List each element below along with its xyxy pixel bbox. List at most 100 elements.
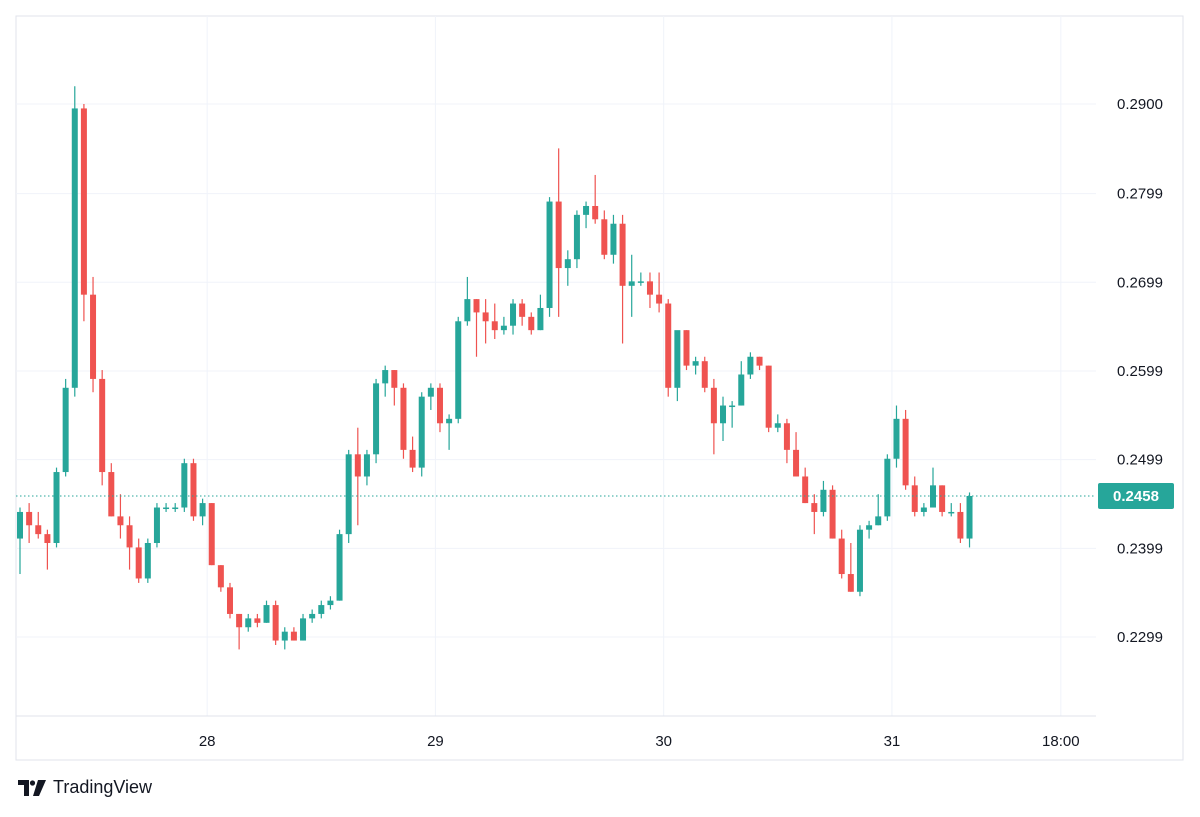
candle-down[interactable]: [80, 104, 87, 322]
price-axis[interactable]: 0.2900 0.2799 0.2699 0.2599 0.2499 0.2399 0.22…: [1117, 96, 1163, 646]
candle-up[interactable]: [17, 507, 23, 575]
candle-down[interactable]: [354, 427, 361, 526]
candle-down[interactable]: [208, 503, 215, 566]
candle-down[interactable]: [290, 627, 297, 641]
candle-down[interactable]: [665, 299, 672, 397]
candle-up[interactable]: [610, 214, 617, 264]
candle-up[interactable]: [930, 467, 936, 508]
candle-up[interactable]: [537, 294, 544, 331]
candle-up[interactable]: [564, 250, 571, 286]
candle-up[interactable]: [181, 458, 188, 512]
candles[interactable]: [17, 86, 973, 650]
candle-up[interactable]: [774, 414, 781, 433]
candle-down[interactable]: [26, 503, 33, 543]
candle-down[interactable]: [44, 529, 51, 570]
candle-up[interactable]: [875, 494, 882, 526]
candle-up[interactable]: [920, 503, 927, 517]
candle-down[interactable]: [226, 582, 233, 619]
candle-down[interactable]: [190, 458, 197, 521]
candle-up[interactable]: [628, 254, 635, 317]
candle-down[interactable]: [491, 303, 498, 340]
candle-up[interactable]: [427, 383, 434, 410]
candle-up[interactable]: [382, 365, 389, 397]
candle-down[interactable]: [391, 370, 398, 406]
candle-up[interactable]: [153, 503, 160, 548]
candle-up[interactable]: [948, 503, 955, 517]
candle-up[interactable]: [884, 454, 891, 521]
candle-up[interactable]: [729, 401, 736, 428]
candle-down[interactable]: [829, 485, 836, 539]
candle-down[interactable]: [811, 494, 818, 535]
candle-down[interactable]: [217, 565, 224, 592]
candle-down[interactable]: [701, 356, 708, 393]
candle-up[interactable]: [363, 449, 370, 486]
candle-down[interactable]: [656, 272, 663, 313]
candle-down[interactable]: [601, 210, 608, 260]
candle-down[interactable]: [473, 299, 480, 357]
candle-up[interactable]: [692, 356, 699, 375]
candle-down[interactable]: [646, 272, 653, 308]
candle-up[interactable]: [893, 405, 900, 468]
candle-up[interactable]: [373, 378, 380, 464]
tradingview-brand[interactable]: TradingView: [18, 777, 152, 798]
candle-down[interactable]: [436, 383, 443, 433]
candle-up[interactable]: [464, 276, 471, 326]
candle-up[interactable]: [747, 352, 754, 379]
candle-up[interactable]: [199, 498, 206, 526]
candle-down[interactable]: [802, 467, 809, 504]
candle-up[interactable]: [637, 272, 644, 286]
candle-up[interactable]: [738, 361, 745, 406]
candle-down[interactable]: [847, 542, 854, 592]
candle-up[interactable]: [263, 600, 270, 623]
candle-up[interactable]: [245, 613, 252, 632]
candle-down[interactable]: [35, 511, 42, 539]
candle-up[interactable]: [720, 396, 727, 442]
candle-down[interactable]: [619, 214, 626, 344]
candle-up[interactable]: [144, 538, 151, 583]
candle-down[interactable]: [519, 299, 526, 326]
candle-up[interactable]: [300, 613, 307, 641]
candle-down[interactable]: [108, 463, 115, 517]
candle-up[interactable]: [309, 609, 316, 623]
candle-down[interactable]: [236, 613, 243, 650]
candle-down[interactable]: [528, 312, 535, 335]
candle-up[interactable]: [53, 467, 60, 548]
candle-up[interactable]: [510, 299, 517, 335]
candle-down[interactable]: [126, 516, 133, 570]
candle-up[interactable]: [163, 503, 170, 512]
candle-up[interactable]: [674, 330, 681, 402]
candle-up[interactable]: [455, 316, 462, 424]
candle-down[interactable]: [482, 299, 489, 344]
candle-down[interactable]: [902, 409, 909, 490]
candle-down[interactable]: [409, 436, 416, 473]
candle-down[interactable]: [783, 418, 790, 464]
candle-up[interactable]: [856, 525, 863, 597]
candle-down[interactable]: [765, 365, 772, 433]
candle-up[interactable]: [583, 201, 590, 229]
candle-down[interactable]: [90, 276, 97, 393]
candle-down[interactable]: [793, 432, 800, 477]
candle-down[interactable]: [400, 383, 407, 459]
candle-up[interactable]: [327, 596, 334, 610]
candle-up[interactable]: [336, 529, 343, 601]
candle-down[interactable]: [911, 476, 918, 517]
candle-down[interactable]: [99, 370, 106, 486]
candle-down[interactable]: [957, 503, 964, 543]
candle-up[interactable]: [318, 600, 325, 619]
candle-up[interactable]: [172, 503, 179, 512]
candle-down[interactable]: [756, 356, 763, 371]
candle-up[interactable]: [500, 316, 507, 335]
candle-up[interactable]: [966, 492, 973, 548]
candle-down[interactable]: [592, 174, 599, 224]
candle-down[interactable]: [555, 148, 562, 317]
candle-down[interactable]: [117, 494, 124, 539]
candle-up[interactable]: [418, 392, 425, 477]
candle-up[interactable]: [71, 86, 78, 397]
candle-up[interactable]: [62, 378, 69, 477]
time-axis[interactable]: 28 29 30 31 18:00: [199, 733, 1080, 750]
candle-up[interactable]: [446, 414, 453, 450]
candle-up[interactable]: [281, 627, 288, 650]
candle-down[interactable]: [838, 529, 845, 579]
candle-down[interactable]: [939, 485, 946, 517]
candle-up[interactable]: [573, 210, 580, 269]
